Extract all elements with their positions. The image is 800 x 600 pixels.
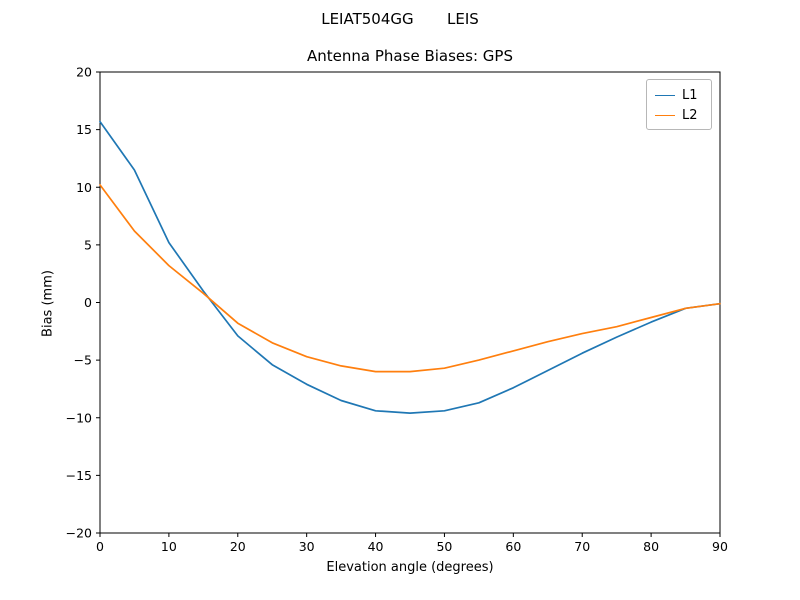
legend: L1 L2 bbox=[646, 79, 712, 130]
y-tick-label: −15 bbox=[66, 468, 92, 483]
y-tick-label: 20 bbox=[76, 65, 92, 80]
series-line-l1 bbox=[99, 120, 721, 414]
legend-label-l2: L2 bbox=[682, 107, 698, 123]
legend-entry-l1: L1 bbox=[655, 85, 703, 105]
y-tick-label: 15 bbox=[76, 122, 92, 137]
legend-entry-l2: L2 bbox=[655, 105, 703, 125]
y-tick-label: 10 bbox=[76, 180, 92, 195]
y-tick-label: −10 bbox=[66, 410, 92, 425]
y-tick-label: −20 bbox=[66, 526, 92, 541]
y-tick-label: −5 bbox=[74, 353, 92, 368]
l2-line-swatch bbox=[655, 114, 675, 116]
legend-label-l1: L1 bbox=[682, 87, 698, 103]
x-tick-label: 10 bbox=[161, 539, 177, 554]
figure-title: LEIAT504GG LEIS bbox=[321, 10, 479, 28]
x-tick-label: 80 bbox=[643, 539, 659, 554]
y-axis-label: Bias (mm) bbox=[40, 270, 56, 337]
x-tick-label: 30 bbox=[299, 539, 315, 554]
x-tick-label: 20 bbox=[230, 539, 246, 554]
axes-frame bbox=[99, 71, 721, 534]
x-tick-label: 60 bbox=[505, 539, 521, 554]
series-line-l2 bbox=[99, 184, 721, 373]
x-tick-label: 70 bbox=[574, 539, 590, 554]
y-tick-label: 5 bbox=[84, 237, 92, 252]
x-tick-label: 40 bbox=[368, 539, 384, 554]
x-tick-label: 90 bbox=[712, 539, 728, 554]
l1-line-swatch bbox=[655, 94, 675, 96]
axes-title: Antenna Phase Biases: GPS bbox=[307, 47, 513, 65]
x-tick-label: 50 bbox=[436, 539, 452, 554]
x-tick-label: 0 bbox=[96, 539, 104, 554]
y-tick-label: 0 bbox=[84, 295, 92, 310]
x-axis-label: Elevation angle (degrees) bbox=[326, 560, 494, 575]
